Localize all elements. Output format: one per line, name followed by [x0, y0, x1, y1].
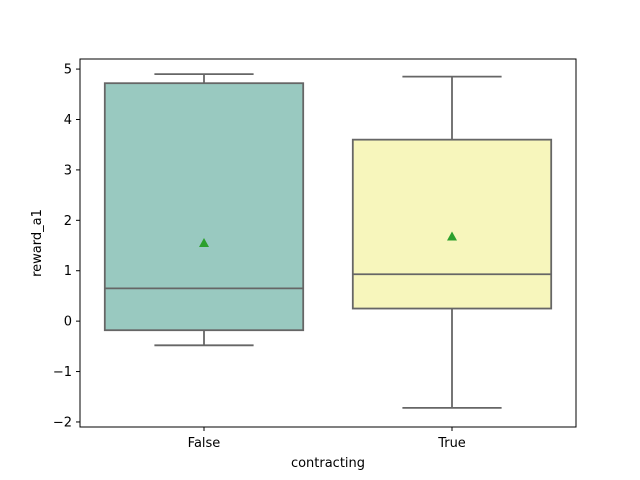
y-axis-label: reward_a1 — [30, 209, 45, 277]
x-axis-ticks: False True — [188, 427, 466, 451]
box-false — [103, 73, 305, 347]
x-tick-label: False — [188, 436, 221, 451]
y-tick-label: 2 — [64, 214, 72, 229]
plot-frame — [79, 58, 577, 428]
x-tick-label: True — [437, 436, 466, 451]
y-tick-label: 4 — [64, 113, 72, 128]
boxes-layer — [103, 73, 553, 409]
y-tick-label: 1 — [64, 264, 72, 279]
y-tick-label: 5 — [64, 63, 72, 78]
box-true — [351, 75, 553, 409]
y-tick-label: 3 — [64, 163, 72, 178]
y-tick-label: 0 — [64, 315, 72, 330]
iqr-box — [351, 138, 553, 310]
y-tick-label: −2 — [53, 415, 72, 430]
x-axis-label: contracting — [291, 456, 365, 471]
mean-marker — [447, 231, 457, 241]
mean-marker — [199, 238, 209, 247]
y-tick-label: −1 — [53, 365, 72, 380]
iqr-box — [103, 82, 305, 332]
y-axis-ticks: −2 −1 0 1 2 3 4 5 — [53, 63, 80, 430]
